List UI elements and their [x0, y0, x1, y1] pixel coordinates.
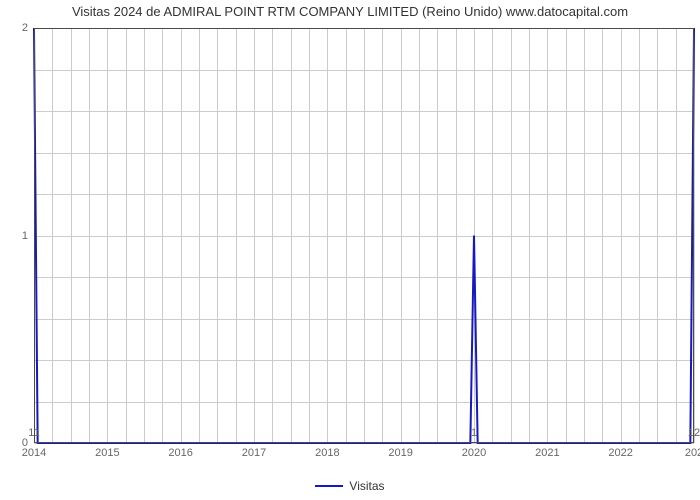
data-point-label: 12	[688, 427, 700, 439]
chart-title: Visitas 2024 de ADMIRAL POINT RTM COMPAN…	[0, 4, 700, 19]
x-tick-label: 2018	[315, 443, 339, 459]
y-tick-label: 1	[22, 230, 34, 242]
x-tick-label: 2017	[242, 443, 266, 459]
x-tick-label: 2020	[462, 443, 486, 459]
x-tick-label: 2014	[22, 443, 46, 459]
x-tick-label: 2021	[535, 443, 559, 459]
legend-swatch	[315, 485, 343, 487]
line-series	[34, 28, 694, 443]
y-tick-label: 2	[22, 22, 34, 34]
data-point-label: 1	[471, 427, 477, 439]
legend: Visitas	[0, 478, 700, 493]
legend-label: Visitas	[349, 479, 384, 493]
x-tick-label: 2016	[168, 443, 192, 459]
plot-area: 11112 012 201420152016201720182019202020…	[34, 28, 694, 443]
x-tick-label: 2022	[608, 443, 632, 459]
x-tick-label: 2015	[95, 443, 119, 459]
x-tick-label: 2019	[388, 443, 412, 459]
chart-container: { "chart": { "type": "line", "title": "V…	[0, 0, 700, 500]
x-tick-label: 202	[685, 443, 700, 459]
